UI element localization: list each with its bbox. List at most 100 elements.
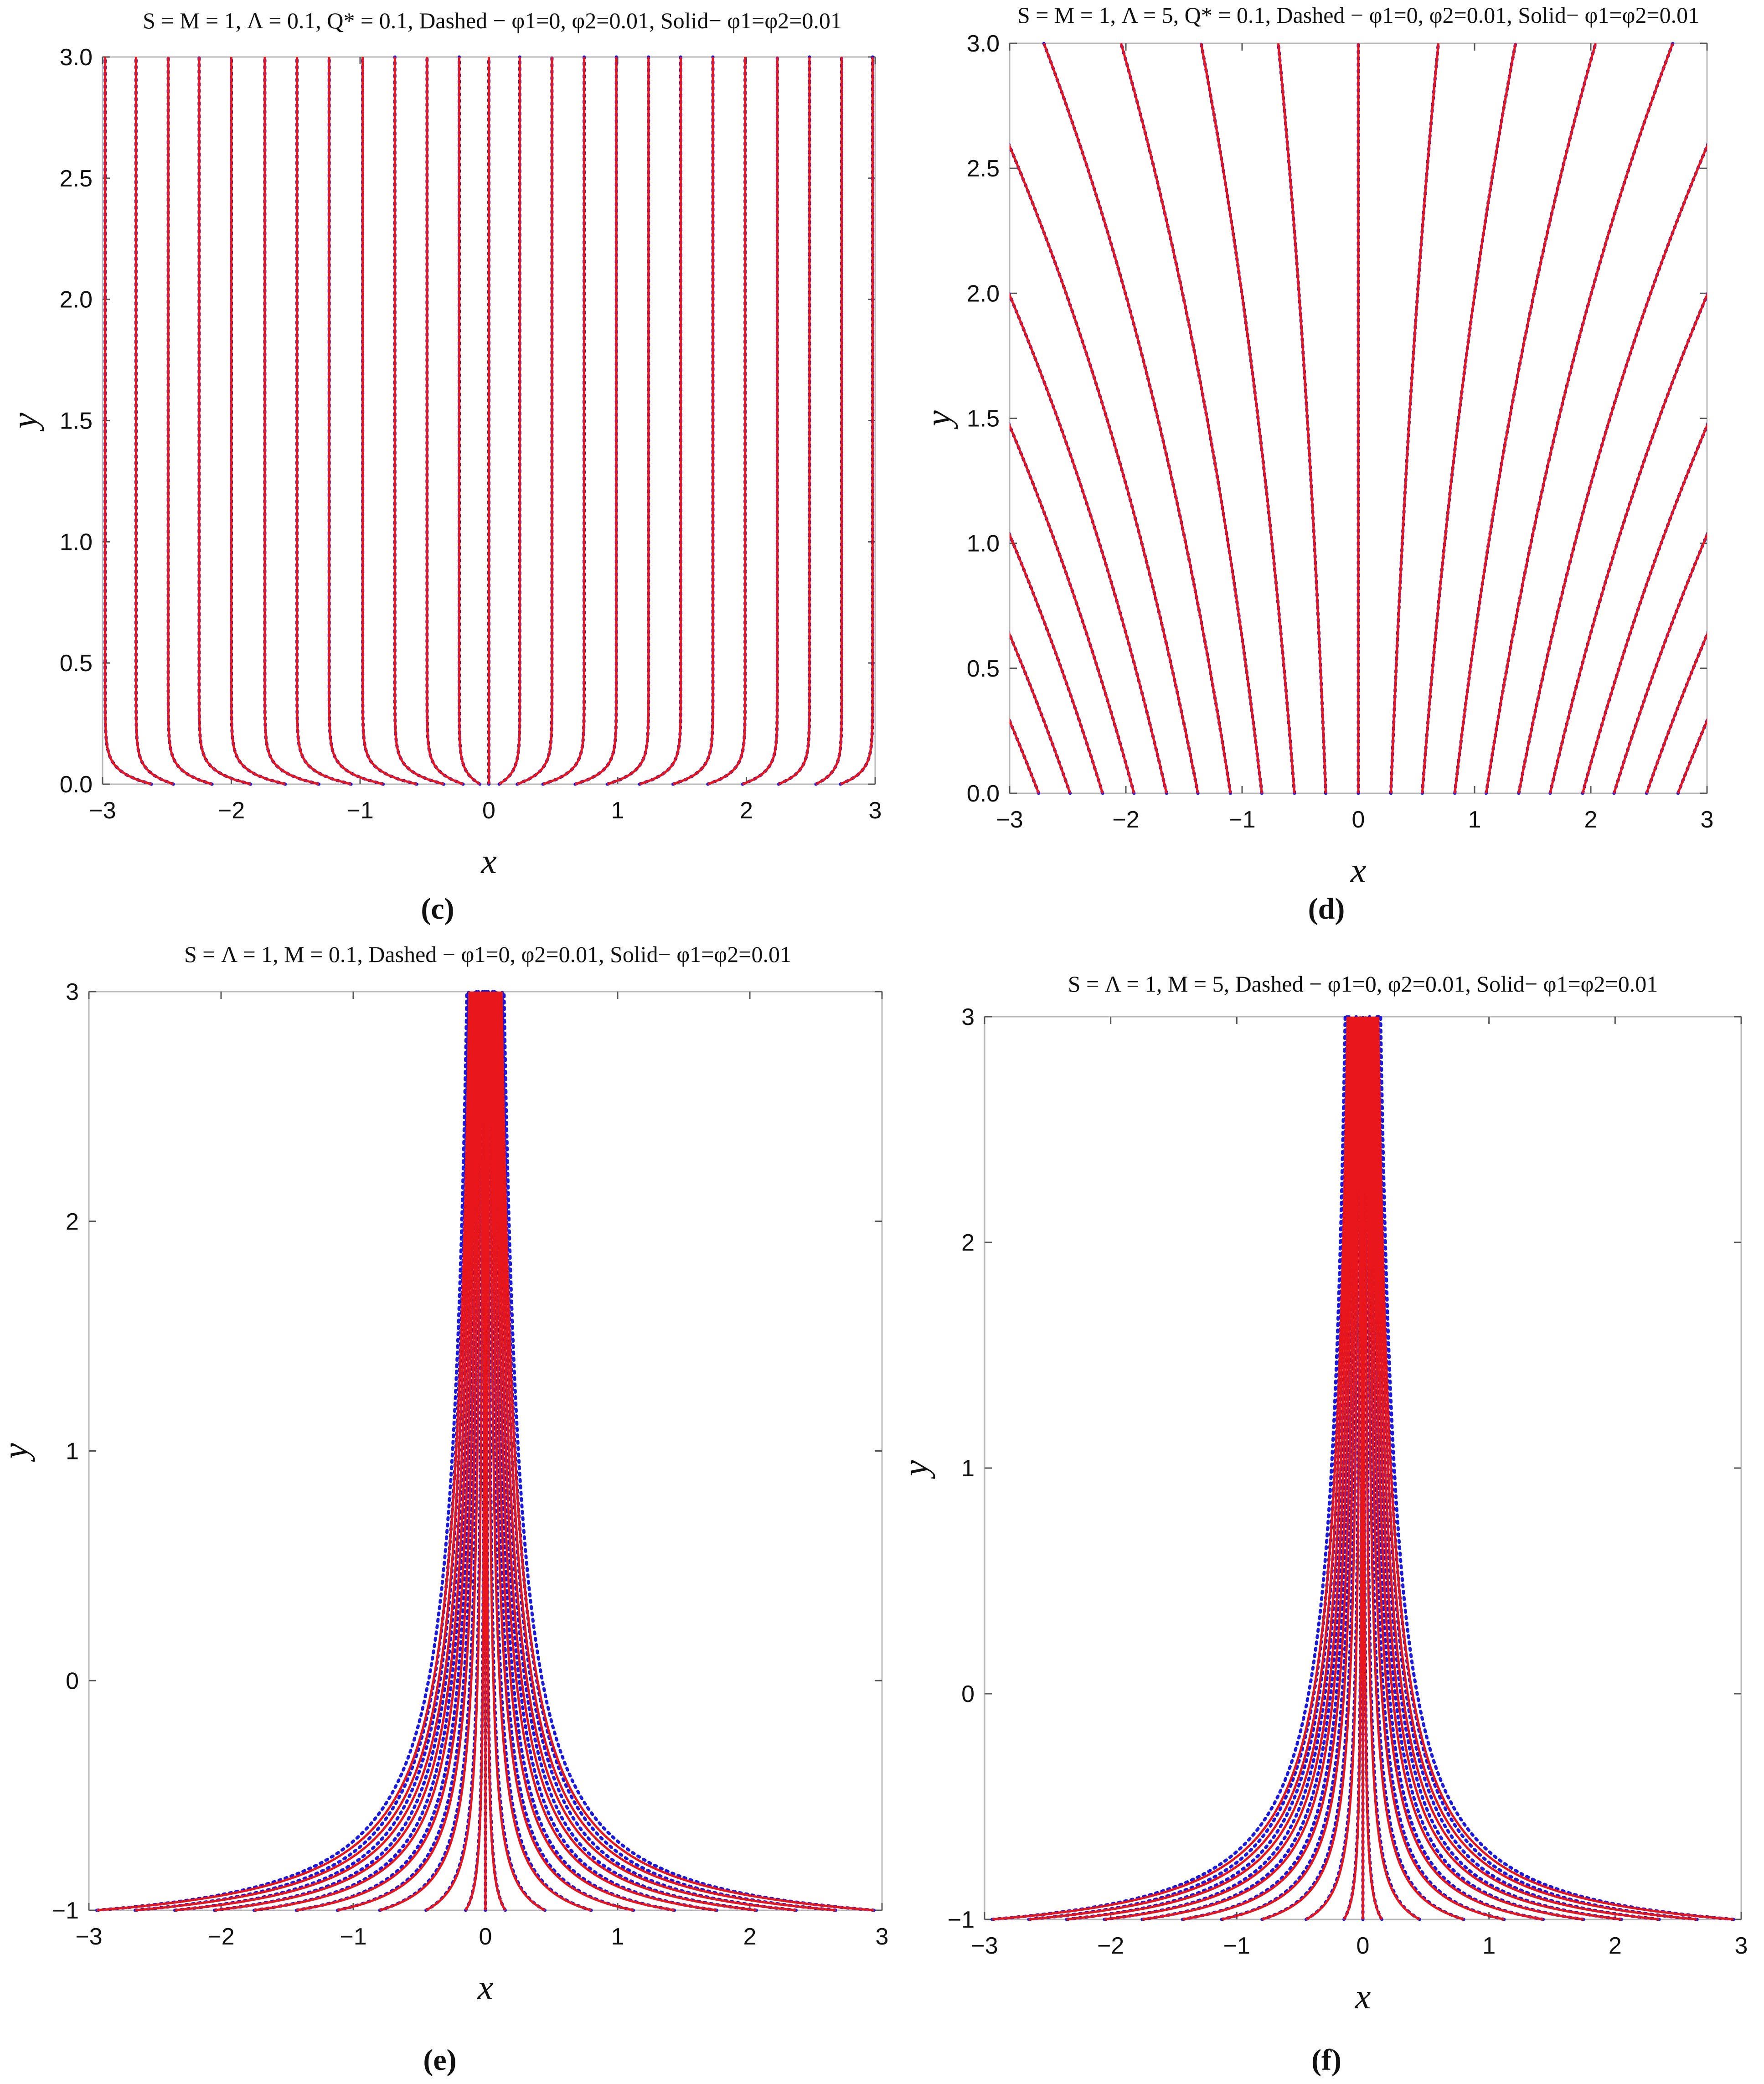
streamline-dashed-0 [95,990,469,1912]
chart-panel-f: −3 −2 −1 0 1 2 3 −1 0 1 2 3 x y S = Λ = 1, M = 5, Dash… [896,971,1748,2077]
x-tick-label: 1 [611,797,624,824]
chart-panel-e: −3 −2 −1 0 1 2 3 −1 0 1 2 3 x y S = Λ = 1, M = 0.1, Da… [0,941,888,2077]
streamline-solid-8 [425,992,485,1912]
streamline-solid-20 [500,991,874,1912]
x-tick-label: 2 [1584,807,1598,833]
streamline-solid-0 [992,1016,1349,1921]
streamline-solid-0 [97,991,471,1912]
y-tick-label: 2.0 [967,280,1000,307]
streamline-solid-6 [337,992,480,1912]
streamline-solid-15 [1369,1016,1544,1921]
y-axis-label: y [0,1443,35,1462]
streamline-solid-8 [1200,43,1296,794]
streamline-dashed-21 [741,55,779,786]
x-tick-label: 2 [1609,1933,1622,1959]
panel-caption: (d) [1308,892,1345,926]
streamline-solid-11 [458,57,481,786]
streamline-solid-20 [707,57,747,786]
streamline-dashed-16 [495,990,718,1912]
panel-title: S = M = 1, Λ = 0.1, Q* = 0.1, Dashed − φ… [143,8,842,33]
streamline-solid-2 [175,992,474,1912]
streamline-solid-1 [1028,1016,1351,1921]
streamline-solid-5 [296,992,479,1912]
y-tick-label: 1.5 [967,406,1000,432]
streamline-solid-2 [1066,1017,1352,1921]
streamline-solid-16 [574,57,618,786]
streamline-solid-16 [494,992,717,1912]
streamline-solid-7 [328,57,384,786]
x-tick-label: −2 [1097,1933,1124,1959]
x-tick-label: −2 [218,797,245,824]
streamline-solid-14 [1367,1017,1505,1921]
streamline-solid-2 [167,57,212,786]
x-tick-label: 1 [611,1924,624,1950]
streamline-solid-7 [1119,43,1263,794]
panel-caption: (f) [1311,2043,1341,2077]
streamlines [1010,41,1707,795]
streamline-solid-19 [1645,631,1707,794]
streamline-solid-9 [393,57,444,786]
y-tick-label: 3.0 [967,31,1000,57]
streamline-solid-6 [296,57,351,786]
streamline-solid-20 [1676,718,1707,794]
streamline-dashed-7 [1119,41,1264,795]
streamlines [95,990,876,1912]
y-axis-label: y [896,1460,935,1479]
streamline-solid-17 [1581,423,1707,794]
streamline-solid-4 [254,992,477,1912]
streamline-solid-3 [214,992,475,1912]
streamline-solid-17 [607,57,650,786]
streamline-dashed-19 [671,55,715,786]
streamline-solid-13 [489,991,592,1912]
panel-caption: (e) [423,2043,456,2077]
streamline-solid-0 [1010,718,1040,794]
panel-caption: (c) [421,892,454,926]
x-tick-label: −1 [1228,807,1255,833]
streamline-solid-11 [1362,1017,1383,1920]
x-tick-label: 2 [740,797,753,824]
streamline-solid-7 [379,991,482,1912]
streamline-solid-23 [815,57,843,786]
y-tick-label: 3 [66,979,79,1005]
streamline-dashed-2 [166,55,214,786]
streamline-solid-19 [499,991,836,1912]
streamline-solid-7 [1261,1017,1360,1921]
streamline-solid-6 [1042,43,1232,794]
streamline-dashed-13 [1453,41,1598,795]
streamline-solid-21 [742,57,779,786]
y-tick-label: 1.5 [60,408,93,434]
y-tick-label: 1.0 [60,529,93,555]
streamline-dashed-7 [327,55,385,786]
y-tick-label: 2 [66,1209,79,1235]
streamline-solid-13 [1454,43,1597,794]
x-tick-label: 1 [1468,807,1481,833]
streamline-solid-19 [1375,1016,1697,1921]
streamline-dashed-17 [1581,422,1707,795]
x-tick-label: 0 [479,1924,492,1950]
streamline-dashed-15 [493,990,676,1912]
streamline-solid-1 [1010,631,1071,794]
x-tick-label: 3 [876,1924,889,1950]
streamline-solid-19 [672,57,714,786]
x-tick-label: −1 [340,1924,366,1950]
streamline-dashed-4 [253,990,476,1912]
streamline-dashed-3 [197,55,253,786]
streamline-dashed-16 [1372,1015,1585,1921]
streamline-solid-18 [497,992,796,1912]
streamline-dashed-14 [1368,1015,1506,1921]
streamline-solid-22 [778,57,811,786]
streamline-solid-5 [1182,1016,1357,1921]
x-tick-label: −3 [996,807,1023,833]
streamline-solid-15 [492,992,675,1912]
streamline-solid-18 [1613,532,1707,794]
y-tick-label: 0.0 [967,781,1000,807]
streamline-solid-13 [498,57,521,786]
streamline-solid-12 [1421,43,1517,794]
y-tick-label: 0 [66,1668,79,1694]
streamline-dashed-15 [1370,1015,1545,1921]
streamline-solid-13 [1366,1017,1465,1921]
streamline-dashed-8 [361,55,418,786]
streamline-dashed-16 [573,55,618,786]
streamline-solid-2 [1010,532,1104,794]
x-tick-label: 0 [1357,1933,1370,1959]
